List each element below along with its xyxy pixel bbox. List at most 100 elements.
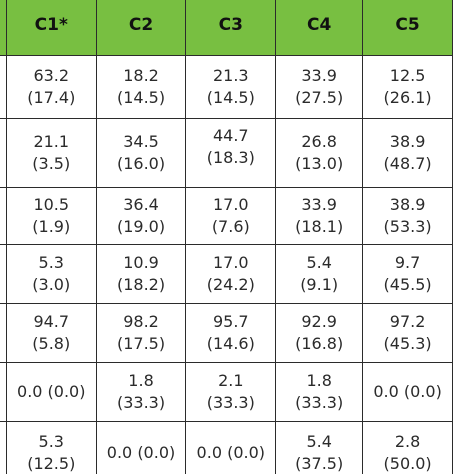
cell-value: 1.8 <box>128 371 154 390</box>
cell-value: 98.2 <box>123 312 159 331</box>
cell-value: 17.0 <box>212 195 249 214</box>
cell-sd: (26.1) <box>383 88 432 107</box>
table-row: 63.2 (17.4) 18.2 (14.5) 21.3 (14.5) 33.9 (27… <box>0 55 453 119</box>
table-cell: 17.0 (7.6) <box>185 187 277 245</box>
header-row: C1* C2 C3 C4 C5 <box>0 0 453 56</box>
cell-value: 38.9 <box>389 195 426 214</box>
column-header-c2: C2 <box>95 0 187 56</box>
table-cell: 10.5 (1.9) <box>5 187 97 245</box>
cell-value: 38.9 <box>389 132 426 151</box>
table-row: 0.0 (0.0) 1.8 (33.3) 2.1 (33.3) 1.8 (33.3) … <box>0 362 453 422</box>
table-cell: 18.2 (14.5) <box>95 55 187 119</box>
table-cell: 10.9 (18.2) <box>95 244 187 304</box>
table-cell: 34.5 (16.0) <box>95 118 187 188</box>
cell-value: 12.5 <box>389 66 426 85</box>
table-cell: 2.8 (50.0) <box>362 421 453 474</box>
table-cell: 95.7 (14.6) <box>185 303 277 363</box>
cell-sd: (17.4) <box>27 88 76 107</box>
results-table: C1* C2 C3 C4 C5 63.2 (17.4) 18.2 (14.5) 21… <box>0 0 453 474</box>
cell-value: 26.8 <box>301 132 337 151</box>
table-cell: 98.2 (17.5) <box>95 303 187 363</box>
table-cell: 33.9 (27.5) <box>275 55 364 119</box>
table-row: 5.3 (12.5) 0.0 (0.0) 0.0 (0.0) 5.4 (37.5) … <box>0 421 453 474</box>
column-header-c5: C5 <box>362 0 453 56</box>
cell-sd: (17.5) <box>116 334 166 353</box>
cell-sd: (3.0) <box>32 275 71 294</box>
cell-sd: (50.0) <box>383 454 432 473</box>
cell-sd: (18.2) <box>116 275 166 294</box>
cell-sd: (18.1) <box>295 217 344 236</box>
table-cell: 38.9 (48.7) <box>362 118 453 188</box>
cell-value: 97.2 <box>389 312 426 331</box>
cell-sd: (1.9) <box>32 217 71 236</box>
table-cell: 33.9 (18.1) <box>275 187 364 245</box>
cell-sd: (33.3) <box>116 393 166 412</box>
cell-value: 5.3 <box>38 432 64 451</box>
column-header-c4: C4 <box>275 0 364 56</box>
column-header-c1: C1* <box>5 0 97 56</box>
cell-sd: (12.5) <box>27 454 76 473</box>
cell-sd: (13.0) <box>295 154 344 173</box>
table-cell: 2.1 (33.3) <box>185 362 277 422</box>
table-cell: 0.0 (0.0) <box>362 362 453 422</box>
cell-value: 10.5 <box>33 195 70 214</box>
table-cell: 26.8 (13.0) <box>275 118 364 188</box>
cell-value: 21.1 <box>33 132 70 151</box>
table-row: 21.1 (3.5) 34.5 (16.0) 44.7 (18.3) 26.8 (13.… <box>0 118 453 188</box>
cell-value: 36.4 <box>123 195 159 214</box>
cell-sd: (37.5) <box>295 454 344 473</box>
cell-value: 1.8 <box>306 371 332 390</box>
cell-sd: (33.3) <box>295 393 344 412</box>
table-cell: 0.0 (0.0) <box>185 421 277 474</box>
cell-value: 0.0 (0.0) <box>373 382 442 401</box>
cell-value: 5.3 <box>38 253 64 272</box>
cell-sd: (45.3) <box>383 334 432 353</box>
cell-value: 2.1 <box>218 371 244 390</box>
table-row: 10.5 (1.9) 36.4 (19.0) 17.0 (7.6) 33.9 (18.1… <box>0 187 453 245</box>
cell-sd: (18.3) <box>206 148 255 167</box>
cell-value: 0.0 (0.0) <box>17 382 86 401</box>
table-cell: 63.2 (17.4) <box>5 55 97 119</box>
cell-value: 5.4 <box>306 253 332 272</box>
table-cell: 94.7 (5.8) <box>5 303 97 363</box>
table-cell: 17.0 (24.2) <box>185 244 277 304</box>
cell-value: 33.9 <box>301 66 337 85</box>
cell-sd: (14.5) <box>116 88 166 107</box>
table-cell: 5.4 (9.1) <box>275 244 364 304</box>
cell-value: 2.8 <box>394 432 421 451</box>
cell-value: 33.9 <box>301 195 337 214</box>
cell-value: 0.0 (0.0) <box>196 443 266 462</box>
table-cell: 44.7 (18.3) <box>185 118 277 188</box>
cell-value: 44.7 <box>212 126 249 145</box>
table-row: ) 5.3(3.0) 10.9(18.2) 17.0(24.2) 5.4(9.1… <box>0 244 453 304</box>
cell-sd: (48.7) <box>383 154 432 173</box>
cell-sd: (16.8) <box>295 334 344 353</box>
cell-value: 92.9 <box>301 312 337 331</box>
cell-sd: (53.3) <box>383 217 432 236</box>
table-cell: 12.5 (26.1) <box>362 55 453 119</box>
table-cell: 5.3 (12.5) <box>5 421 97 474</box>
cell-value: 63.2 <box>33 66 70 85</box>
cell-sd: (14.6) <box>206 334 255 353</box>
column-header-c3: C3 <box>185 0 277 56</box>
cell-sd: (24.2) <box>206 275 255 294</box>
cell-value: 9.7 <box>394 253 421 272</box>
table-cell: 21.1 (3.5) <box>5 118 97 188</box>
cell-value: 95.7 <box>212 312 249 331</box>
cell-value: 0.0 (0.0) <box>106 443 176 462</box>
table-cell: 5.4 (37.5) <box>275 421 364 474</box>
cell-value: 18.2 <box>123 66 159 85</box>
cell-sd: (16.0) <box>116 154 166 173</box>
table-cell: 92.9 (16.8) <box>275 303 364 363</box>
table-cell: 0.0 (0.0) <box>95 421 187 474</box>
table-cell: 1.8 (33.3) <box>95 362 187 422</box>
cell-sd: (19.0) <box>116 217 166 236</box>
table-cell: 21.3 (14.5) <box>185 55 277 119</box>
cell-sd: (9.1) <box>300 275 339 294</box>
table-cell: 0.0 (0.0) <box>5 362 97 422</box>
cell-sd: (3.5) <box>32 154 71 173</box>
table-cell: 5.3 (3.0) <box>5 244 97 304</box>
cell-value: 34.5 <box>123 132 159 151</box>
cell-value: 17.0 <box>212 253 249 272</box>
